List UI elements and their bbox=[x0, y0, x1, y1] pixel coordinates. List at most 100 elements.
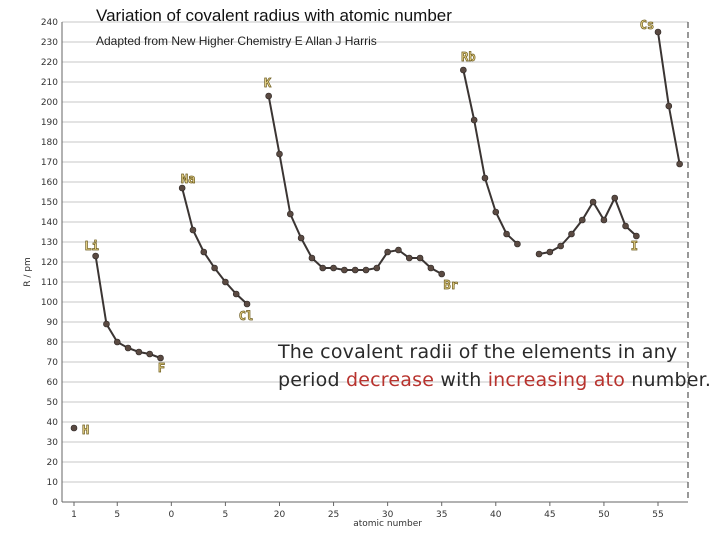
data-point bbox=[92, 252, 99, 260]
x-axis-label: atomic number bbox=[353, 519, 422, 529]
series-line bbox=[181, 187, 248, 305]
data-point bbox=[265, 92, 272, 100]
data-point bbox=[103, 320, 110, 328]
data-point bbox=[395, 246, 402, 254]
y-tick-label: 20 bbox=[47, 458, 59, 468]
y-tick-label: 220 bbox=[41, 58, 58, 68]
data-point bbox=[557, 242, 564, 250]
data-point bbox=[578, 216, 586, 224]
element-label: Br bbox=[443, 278, 457, 292]
y-tick-label: 210 bbox=[41, 78, 58, 88]
data-point bbox=[384, 248, 391, 256]
y-tick-label: 120 bbox=[41, 258, 58, 268]
data-point bbox=[200, 248, 208, 256]
x-tick-label: 30 bbox=[382, 510, 394, 520]
chart-title: Variation of covalent radius with atomic… bbox=[96, 6, 452, 25]
data-point bbox=[622, 222, 629, 230]
y-tick-label: 170 bbox=[41, 158, 58, 168]
y-tick-label: 230 bbox=[41, 38, 58, 48]
y-tick-label: 30 bbox=[47, 438, 59, 448]
element-label: H bbox=[82, 423, 89, 437]
data-point bbox=[351, 266, 359, 274]
data-point bbox=[341, 266, 348, 274]
data-point bbox=[503, 230, 510, 238]
chart-subtitle: Adapted from New Higher Chemistry E Alla… bbox=[96, 34, 377, 48]
series-line bbox=[462, 69, 519, 245]
y-tick-label: 240 bbox=[41, 18, 58, 28]
x-tick-label: 40 bbox=[490, 510, 502, 520]
data-point bbox=[232, 290, 240, 298]
caption-word-decrease: decrease bbox=[345, 369, 435, 391]
data-point bbox=[427, 264, 435, 272]
y-tick-label: 80 bbox=[47, 338, 59, 348]
data-point bbox=[470, 116, 478, 124]
y-tick-label: 40 bbox=[47, 418, 59, 428]
x-tick-label: 35 bbox=[436, 510, 447, 520]
y-tick-label: 90 bbox=[47, 318, 59, 328]
data-point bbox=[189, 226, 197, 234]
data-point bbox=[438, 270, 446, 278]
x-tick-label: 0 bbox=[168, 510, 174, 520]
x-tick-label: 50 bbox=[598, 510, 610, 520]
data-point bbox=[124, 344, 132, 352]
data-point bbox=[178, 184, 186, 192]
data-point bbox=[362, 266, 370, 274]
data-point bbox=[633, 232, 640, 240]
data-point bbox=[286, 210, 294, 218]
series-line bbox=[538, 195, 638, 255]
data-point bbox=[546, 248, 554, 256]
data-point bbox=[460, 66, 467, 74]
data-point bbox=[676, 160, 683, 168]
element-label: Na bbox=[181, 172, 195, 186]
data-point bbox=[157, 354, 164, 362]
data-point bbox=[535, 250, 543, 258]
data-point bbox=[589, 198, 597, 206]
element-label: K bbox=[264, 76, 272, 90]
x-tick-label: 1 bbox=[71, 510, 77, 520]
data-point bbox=[492, 208, 500, 216]
data-point bbox=[405, 254, 413, 262]
data-point bbox=[514, 240, 521, 248]
y-tick-label: 100 bbox=[41, 298, 58, 308]
y-tick-label: 190 bbox=[41, 118, 58, 128]
data-point bbox=[243, 300, 251, 308]
data-point bbox=[276, 150, 283, 158]
data-point bbox=[330, 264, 337, 272]
y-tick-label: 110 bbox=[41, 278, 58, 288]
x-tick-label: 5 bbox=[223, 510, 229, 520]
series-line bbox=[267, 95, 443, 275]
data-point bbox=[70, 424, 78, 432]
data-point bbox=[481, 174, 489, 182]
data-point bbox=[146, 350, 154, 358]
y-axis-label: R / pm bbox=[23, 257, 33, 287]
y-tick-label: 160 bbox=[41, 178, 58, 188]
data-point bbox=[135, 348, 143, 356]
caption-part3: number. bbox=[625, 369, 712, 391]
y-tick-label: 70 bbox=[47, 358, 59, 368]
x-tick-label: 25 bbox=[328, 510, 339, 520]
x-tick-label: 45 bbox=[544, 510, 555, 520]
y-tick-label: 140 bbox=[41, 218, 58, 228]
element-label: I bbox=[631, 239, 638, 253]
caption-part1: The covalent radii of the elements in an… bbox=[278, 341, 678, 391]
y-tick-label: 130 bbox=[41, 238, 58, 248]
data-point bbox=[568, 230, 575, 238]
element-label: Li bbox=[84, 239, 98, 253]
y-tick-label: 0 bbox=[52, 498, 58, 508]
element-label: F bbox=[158, 361, 165, 375]
y-tick-label: 50 bbox=[47, 398, 59, 408]
x-tick-label: 55 bbox=[652, 510, 663, 520]
data-point bbox=[654, 28, 662, 36]
x-tick-label: 20 bbox=[274, 510, 286, 520]
y-tick-label: 150 bbox=[41, 198, 58, 208]
series-line bbox=[657, 31, 681, 165]
data-point bbox=[600, 216, 608, 224]
data-point bbox=[297, 234, 305, 242]
caption-text: The covalent radii of the elements in an… bbox=[278, 338, 720, 394]
caption-word-increasing: increasing ato bbox=[487, 369, 626, 391]
caption-part2: with bbox=[434, 369, 488, 391]
y-tick-label: 10 bbox=[47, 478, 59, 488]
x-tick-label: 5 bbox=[114, 510, 120, 520]
